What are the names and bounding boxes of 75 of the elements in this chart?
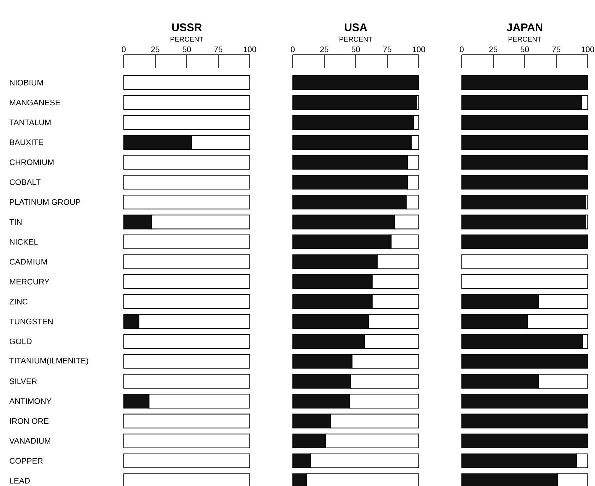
y-tick-label: TUNGSTEN — [10, 318, 53, 325]
bar — [462, 155, 588, 170]
y-tick-label: CADMIUM — [10, 259, 48, 265]
bar — [124, 75, 250, 90]
y-tick-label: ANTIMONY — [10, 398, 52, 404]
bar — [124, 254, 250, 270]
y-tick-label: TIN — [10, 219, 22, 225]
bar — [124, 234, 250, 250]
y-tick-label: TITANIUM(ILMENITE) — [10, 358, 88, 366]
y-tick-label: CHROMIUM — [10, 160, 54, 166]
bar — [124, 115, 250, 130]
y-tick-label: NIOBIUM — [10, 80, 44, 86]
y-tick-label: ZINC — [10, 299, 28, 305]
x-tick-label: 75 — [552, 46, 561, 52]
bar — [124, 95, 250, 110]
y-tick-label: LEAD — [10, 478, 30, 484]
bar — [124, 175, 250, 190]
x-tick-label: 0 — [460, 46, 464, 52]
bar — [124, 374, 250, 389]
bar — [462, 294, 540, 310]
x-tick-label: 100 — [244, 46, 256, 52]
bar — [462, 115, 588, 130]
bar — [462, 354, 588, 369]
x-tick-label: 100 — [582, 46, 594, 52]
bar — [124, 354, 250, 369]
bar — [462, 454, 578, 468]
bar — [124, 294, 250, 310]
bar — [462, 434, 588, 449]
y-tick-label: SILVER — [10, 378, 38, 384]
bar — [124, 334, 250, 350]
bar — [462, 75, 588, 90]
y-tick-label: MANGANESE — [10, 100, 60, 106]
bar — [462, 95, 582, 110]
chart-title: JAPAN — [506, 24, 542, 32]
y-tick-label: BAUXITE — [10, 140, 44, 146]
x-tick-label: 50 — [352, 46, 360, 52]
y-tick-label: GOLD — [10, 338, 32, 344]
bar — [462, 314, 528, 330]
x-tick-label: 25 — [489, 46, 498, 52]
y-tick-label: TANTALUM — [10, 120, 51, 126]
bar — [462, 414, 588, 429]
bar — [462, 334, 584, 350]
chart-title: USA — [345, 24, 368, 32]
x-tick-label: 75 — [383, 46, 392, 52]
bar — [462, 175, 588, 190]
bar — [462, 135, 588, 150]
bar — [124, 155, 250, 170]
bar — [292, 95, 417, 110]
x-tick-label: 0 — [291, 46, 295, 52]
bar — [462, 234, 588, 250]
y-tick-label: IRON ORE — [10, 418, 49, 424]
y-tick-label: PLATINUM GROUP — [10, 199, 81, 206]
y-tick-label: NICKEL — [10, 239, 38, 245]
x-tick-label: 25 — [320, 46, 329, 52]
bar — [462, 374, 540, 389]
bar — [124, 194, 250, 210]
y-tick-label: VANADIUM — [10, 438, 51, 444]
x-tick-label: 25 — [151, 46, 160, 52]
bar — [124, 454, 250, 468]
bar — [124, 414, 250, 429]
x-tick-label: 50 — [520, 46, 530, 52]
x-tick-label: 75 — [214, 46, 223, 52]
y-tick-label: COBALT — [10, 180, 41, 186]
bar — [124, 274, 250, 290]
y-tick-label: MERCURY — [10, 279, 50, 285]
x-tick-label: 100 — [412, 46, 426, 52]
bar — [462, 214, 586, 230]
bar — [462, 194, 586, 210]
x-tick-label: 0 — [122, 46, 126, 52]
bar — [292, 75, 420, 90]
chart-title: USSR — [172, 24, 202, 32]
bar — [462, 394, 588, 409]
x-tick-label: 50 — [182, 46, 192, 52]
y-tick-label: COPPER — [10, 458, 43, 464]
bar — [124, 434, 250, 449]
